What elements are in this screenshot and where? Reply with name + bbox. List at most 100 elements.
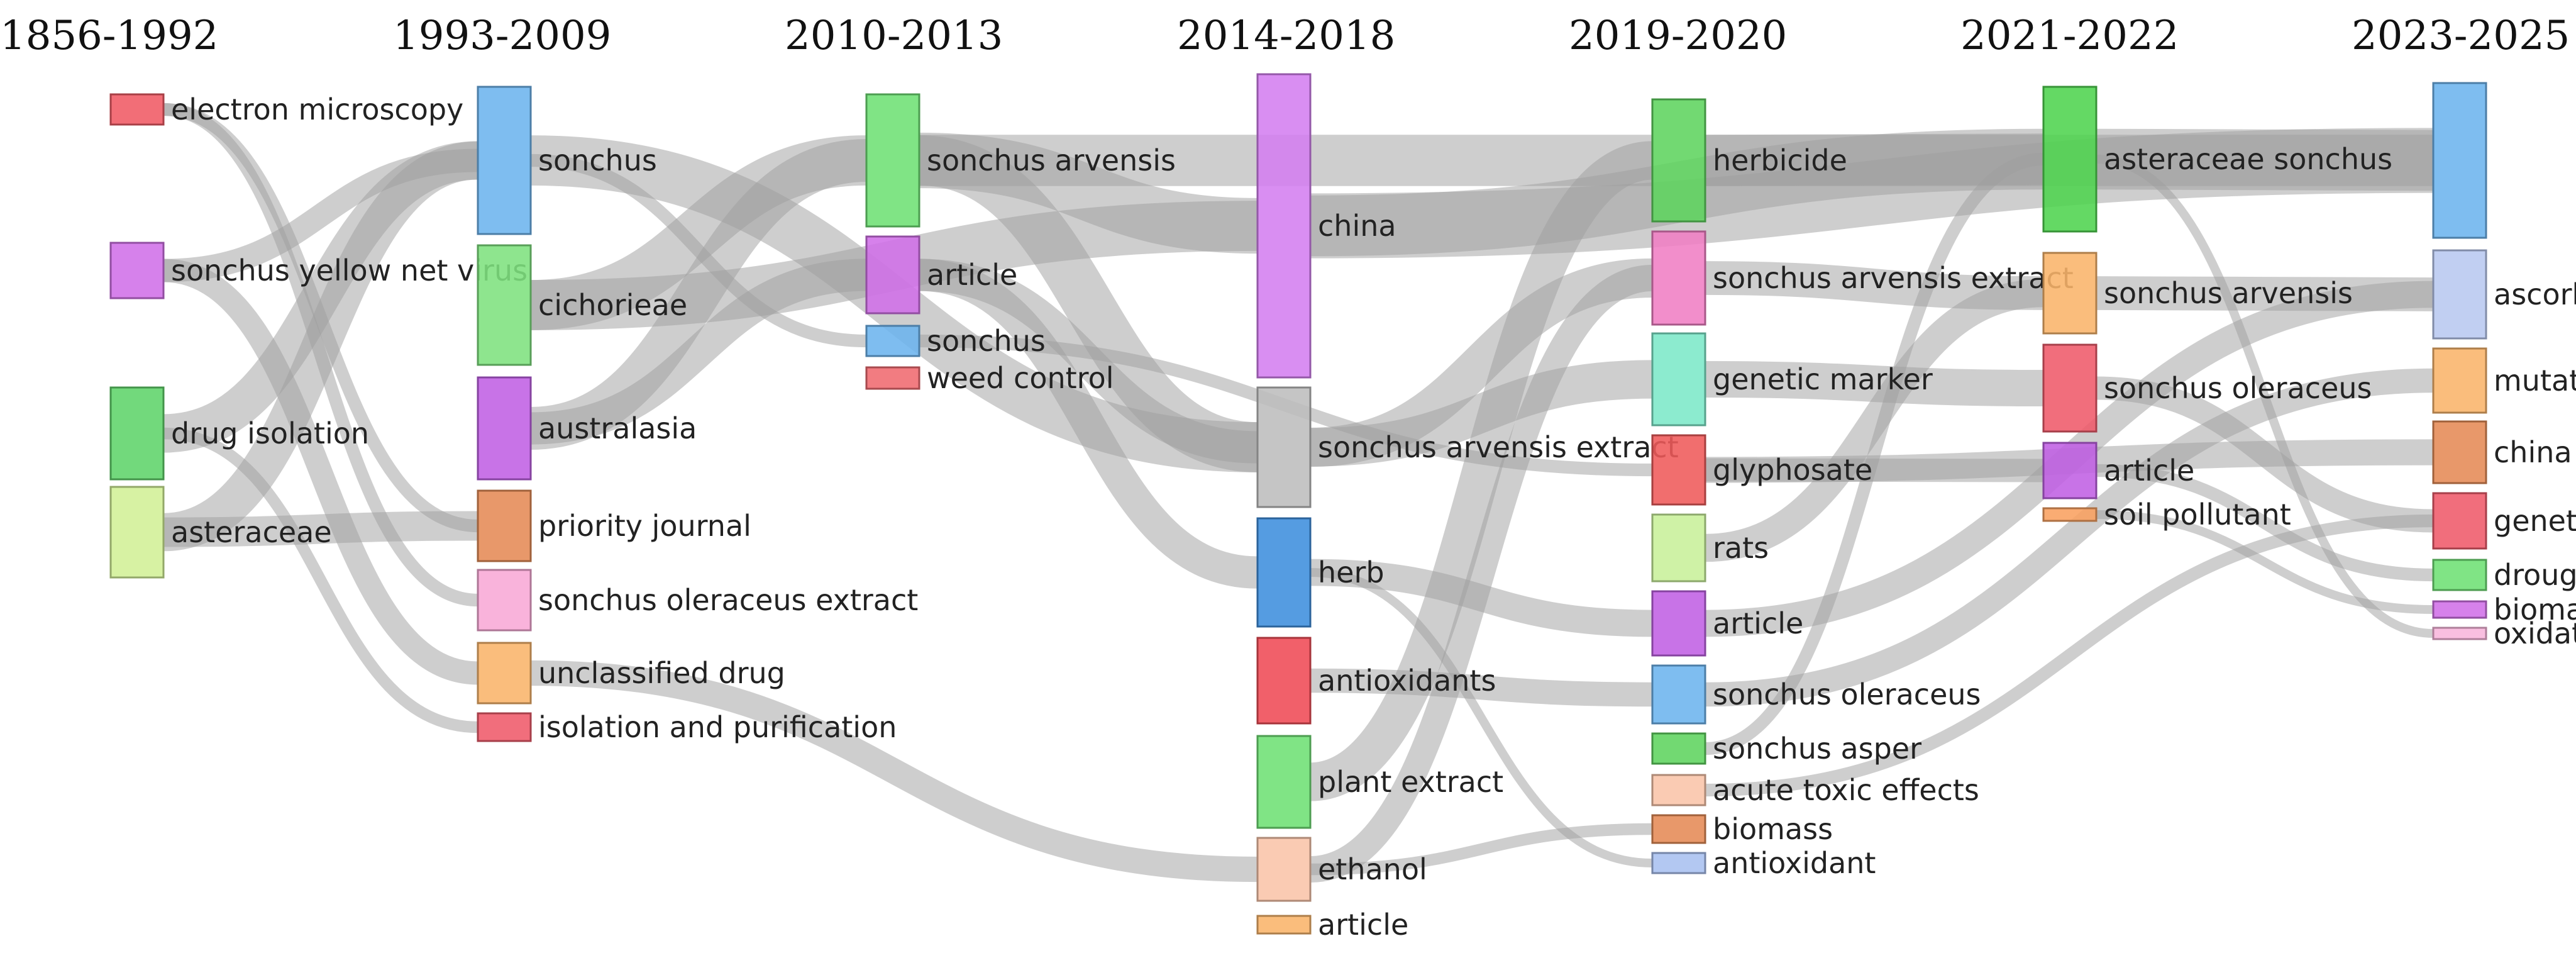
node-label: ascorbic acid — [2494, 277, 2576, 311]
period-2014-2018: 2014-2018 — [1177, 13, 1395, 59]
node-herbicide[interactable] — [1651, 98, 1706, 223]
node-sonchus[interactable] — [477, 86, 532, 235]
node-drug-isolation[interactable] — [109, 386, 165, 481]
node-label: china — [2494, 435, 2572, 469]
node-genetic-marker[interactable] — [1651, 332, 1706, 426]
node-label: china — [1318, 209, 1396, 243]
flow-link — [163, 427, 478, 733]
node-oxidative-stress[interactable] — [2432, 627, 2487, 640]
node-antioxidants[interactable] — [1256, 637, 1312, 725]
node-label: glyphosate — [1713, 453, 1872, 487]
node-label: rats — [1713, 531, 1769, 565]
node-article[interactable] — [1256, 915, 1312, 935]
flow-link — [2096, 376, 2434, 533]
node-antioxidant[interactable] — [1651, 852, 1706, 874]
node-label: sonchus arvensis — [927, 143, 1176, 177]
node-label: article — [1318, 908, 1408, 942]
node-biomass[interactable] — [2432, 600, 2487, 619]
node-label: sonchus — [927, 324, 1046, 358]
node-sonchus-arvensis[interactable] — [865, 93, 920, 228]
node-label: antioxidant — [1713, 846, 1876, 880]
node-sonchus-arvensis-extract[interactable] — [1651, 230, 1706, 326]
flow-link — [1705, 368, 2434, 707]
node-label: article — [2104, 454, 2194, 488]
node-australasia[interactable] — [477, 376, 532, 481]
flow-link — [2096, 276, 2434, 311]
node-electron-microscopy[interactable] — [109, 93, 165, 126]
node-cichorieae[interactable] — [477, 244, 532, 366]
node-asteraceae-sonchus[interactable] — [2042, 86, 2098, 233]
node-soil-pollutant[interactable] — [2042, 507, 2098, 522]
node-label: unclassified drug — [538, 656, 785, 690]
node-china[interactable] — [1256, 73, 1312, 379]
period-1993-2009: 1993-2009 — [393, 13, 611, 59]
node-sonchus-yellow-net-virus[interactable] — [109, 242, 165, 299]
node-label: antioxidants — [1318, 664, 1496, 698]
node-sonchus-oleraceus-extract[interactable] — [477, 569, 532, 632]
flow-link — [1705, 361, 2044, 406]
node-biomass[interactable] — [1651, 814, 1706, 844]
flow-link — [1310, 568, 1653, 867]
node-sonchus[interactable] — [865, 325, 920, 357]
node-label: ethanol — [1318, 852, 1427, 886]
node-mutation[interactable] — [2432, 347, 2487, 414]
flow-link — [2096, 155, 2434, 638]
flow-link — [1310, 668, 1653, 707]
node-sonchus-arvensis[interactable] — [2042, 252, 2098, 335]
node-label: plant extract — [1318, 765, 1503, 799]
node-label: sonchus oleraceus — [2104, 371, 2372, 405]
node-unclassified-drug[interactable] — [477, 642, 532, 705]
node-label: sonchus oleraceus — [1713, 677, 1981, 711]
node-sonchus-asper[interactable] — [1651, 732, 1706, 765]
node-asteraceae[interactable] — [109, 486, 165, 579]
node-label: weed control — [927, 361, 1114, 395]
node-unlabeled[interactable] — [2432, 82, 2487, 239]
node-label: oxidative stress — [2494, 616, 2576, 650]
node-label: cichorieae — [538, 288, 687, 322]
node-article[interactable] — [865, 235, 920, 315]
node-label: electron microscopy — [171, 92, 463, 126]
flow-link — [530, 660, 1258, 883]
node-weed-control[interactable] — [865, 366, 920, 390]
node-drought[interactable] — [2432, 559, 2487, 591]
node-china[interactable] — [2432, 420, 2487, 484]
node-article[interactable] — [1651, 590, 1706, 657]
node-sonchus-oleraceus[interactable] — [1651, 664, 1706, 725]
node-genetics[interactable] — [2432, 492, 2487, 550]
node-sonchus-arvensis-extract[interactable] — [1256, 386, 1312, 508]
node-label: sonchus oleraceus extract — [538, 583, 918, 617]
flow-link — [1308, 141, 1654, 801]
node-label: asteraceae sonchus — [2104, 142, 2392, 176]
period-1856-1992: 1856-1992 — [0, 13, 218, 59]
flow-link — [918, 135, 1259, 472]
node-label: article — [1713, 606, 1803, 640]
node-article[interactable] — [2042, 442, 2098, 499]
node-acute-toxic-effects[interactable] — [1651, 774, 1706, 806]
node-isolation-and-purification[interactable] — [477, 712, 532, 742]
node-label: sonchus — [538, 143, 657, 177]
period-2021-2022: 2021-2022 — [1960, 13, 2179, 59]
flow-link — [2096, 128, 2434, 191]
flow-link — [162, 141, 479, 552]
node-rats[interactable] — [1651, 513, 1706, 582]
node-ascorbic-acid[interactable] — [2432, 249, 2487, 340]
node-priority-journal[interactable] — [477, 489, 532, 562]
node-sonchus-oleraceus[interactable] — [2042, 343, 2098, 433]
node-plant-extract[interactable] — [1256, 735, 1312, 829]
node-label: sonchus asper — [1713, 732, 1921, 766]
flow-link — [1310, 823, 1653, 876]
node-label: priority journal — [538, 509, 751, 543]
node-label: isolation and purification — [538, 710, 897, 744]
node-herb[interactable] — [1256, 517, 1312, 628]
flow-link — [1309, 265, 1654, 883]
node-glyphosate[interactable] — [1651, 434, 1706, 506]
flow-link — [163, 259, 478, 685]
node-ethanol[interactable] — [1256, 837, 1312, 902]
period-headers: 1856-1992 1993-2009 2010-2013 2014-2018 … — [0, 13, 2570, 59]
topic-nodes: electron microscopy sonchus yellow net vi… — [109, 73, 2576, 942]
node-label: sonchus yellow net virus — [171, 254, 528, 287]
node-label: article — [927, 258, 1017, 292]
flow-link — [1705, 152, 2044, 755]
flow-link — [530, 259, 867, 445]
